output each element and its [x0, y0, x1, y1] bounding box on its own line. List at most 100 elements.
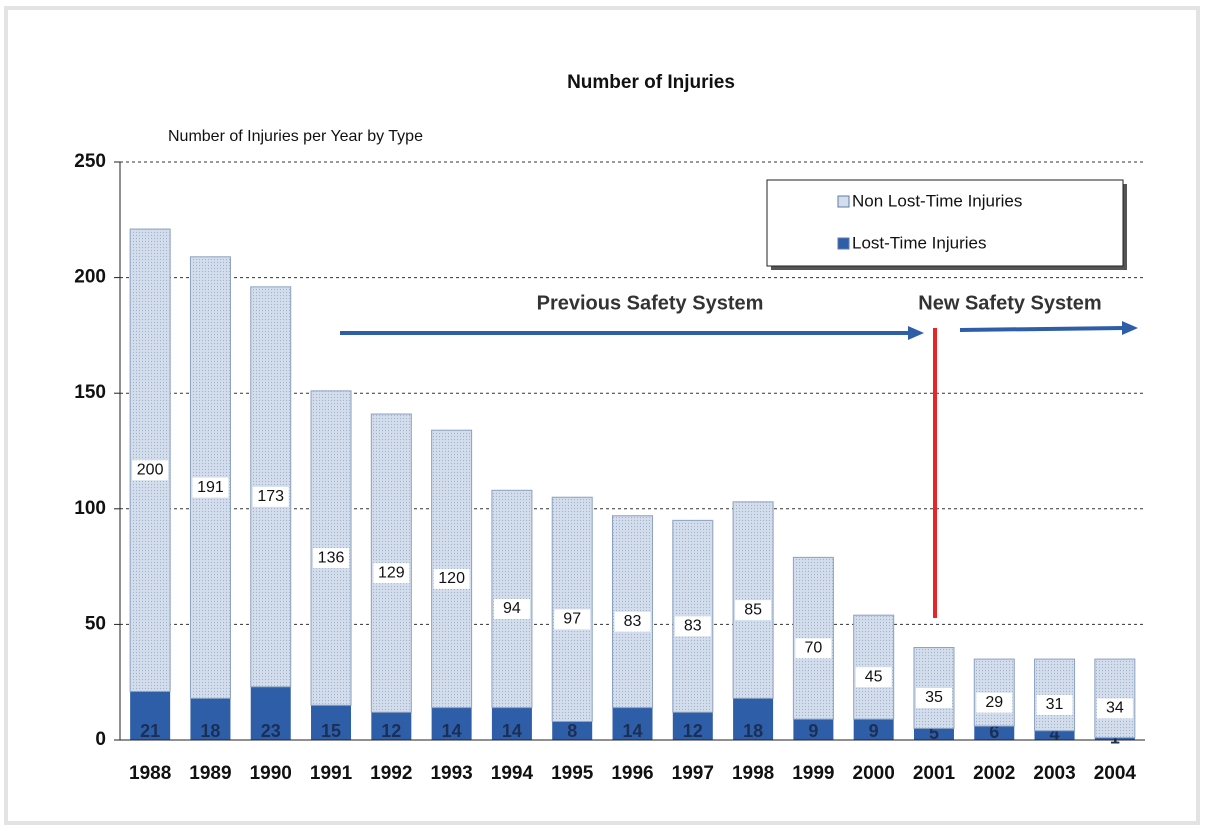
value-label: 6	[989, 722, 999, 742]
label-bg	[855, 667, 892, 688]
value-label: 83	[684, 618, 702, 635]
value-label: 70	[804, 639, 822, 656]
value-label: 97	[563, 611, 581, 628]
y-tick-label: 200	[74, 267, 106, 288]
label-bg	[674, 616, 711, 637]
label-bg	[915, 687, 952, 708]
x-tick-label: 1995	[551, 763, 594, 784]
legend-label: Non Lost-Time Injuries	[852, 191, 1022, 210]
bar-segment	[793, 719, 834, 740]
value-label: 83	[624, 613, 642, 630]
bar-segment	[552, 721, 593, 740]
arrow-line	[959, 326, 1125, 332]
x-tick-label: 1996	[611, 763, 653, 784]
label-bg	[614, 611, 651, 632]
value-label: 9	[869, 721, 879, 741]
value-label: 18	[743, 721, 763, 741]
x-tick-label: 1993	[430, 763, 472, 784]
bar-segment	[371, 712, 412, 740]
value-label: 85	[744, 601, 762, 618]
label-bg	[373, 563, 410, 584]
value-label: 136	[318, 549, 345, 566]
value-label: 14	[502, 721, 522, 741]
legend-swatch	[837, 237, 850, 250]
label-bg	[1096, 698, 1133, 719]
value-label: 34	[1106, 700, 1124, 717]
x-tick-label: 1994	[491, 763, 534, 784]
x-tick-label: 2002	[973, 763, 1015, 784]
label-bg	[554, 609, 591, 630]
label-bg	[735, 600, 772, 621]
value-label: 8	[567, 721, 577, 741]
bar-segment	[853, 719, 894, 740]
bar-segment	[612, 707, 653, 740]
bar-segment	[190, 698, 231, 740]
value-label: 29	[985, 694, 1003, 711]
value-label: 14	[622, 721, 642, 741]
bar-segment	[491, 707, 532, 740]
value-label: 5	[929, 723, 939, 743]
value-label: 4	[1050, 724, 1060, 744]
value-label: 12	[381, 721, 401, 741]
bar-segment	[1094, 737, 1135, 740]
bar-segment	[974, 726, 1015, 740]
value-label: 23	[261, 721, 281, 741]
label-bg	[976, 692, 1013, 713]
legend-box	[766, 179, 1124, 267]
y-tick-label: 50	[85, 613, 106, 634]
bar-segment	[913, 728, 954, 740]
value-label: 18	[200, 721, 220, 741]
x-tick-label: 2004	[1094, 763, 1137, 784]
x-tick-label: 2001	[913, 763, 956, 784]
value-label: 35	[925, 689, 943, 706]
bar-texture	[491, 490, 532, 708]
x-tick-label: 2000	[853, 763, 895, 784]
x-tick-label: 1990	[250, 763, 292, 784]
x-tick-label: 1998	[732, 763, 774, 784]
label-bg	[795, 638, 832, 659]
label-bg	[433, 568, 470, 589]
legend-label: Lost-Time Injuries	[852, 233, 986, 252]
y-tick-label: 150	[74, 382, 106, 403]
value-label: 45	[865, 668, 883, 685]
arrow-head	[1122, 321, 1138, 335]
value-label: 15	[321, 721, 341, 741]
label-bg	[313, 548, 350, 569]
annotation: New Safety System	[918, 292, 1101, 314]
label-bg	[1036, 694, 1073, 715]
value-label: 14	[442, 721, 462, 741]
label-bg	[252, 486, 289, 507]
bar-segment	[311, 705, 352, 740]
label-bg	[493, 598, 530, 619]
x-tick-label: 1997	[672, 763, 714, 784]
y-tick-label: 0	[95, 729, 106, 750]
legend-swatch	[837, 195, 850, 208]
y-tick-label: 250	[74, 151, 106, 172]
x-tick-label: 2003	[1033, 763, 1075, 784]
value-label: 94	[503, 600, 521, 617]
arrow-head	[908, 326, 924, 340]
chart-title: Number of Injuries	[567, 72, 735, 93]
value-label: 120	[438, 570, 465, 587]
x-tick-label: 1989	[189, 763, 231, 784]
bar-segment	[431, 707, 472, 740]
bar-segment	[1034, 730, 1075, 740]
value-label: 31	[1046, 696, 1064, 713]
value-label: 9	[808, 721, 818, 741]
x-tick-label: 1988	[129, 763, 171, 784]
label-bg	[132, 460, 169, 481]
x-tick-label: 1992	[370, 763, 412, 784]
bar-segment	[250, 686, 291, 740]
value-label: 12	[683, 721, 703, 741]
value-label: 173	[257, 488, 284, 505]
bar-segment	[733, 698, 774, 740]
x-tick-label: 1991	[310, 763, 353, 784]
label-bg	[192, 477, 229, 498]
value-label: 129	[378, 564, 405, 581]
value-label: 21	[140, 721, 160, 741]
y-tick-label: 100	[74, 498, 106, 519]
x-tick-label: 1999	[792, 763, 834, 784]
value-label: 191	[197, 479, 224, 496]
subtitle: Number of Injuries per Year by Type	[168, 128, 423, 145]
